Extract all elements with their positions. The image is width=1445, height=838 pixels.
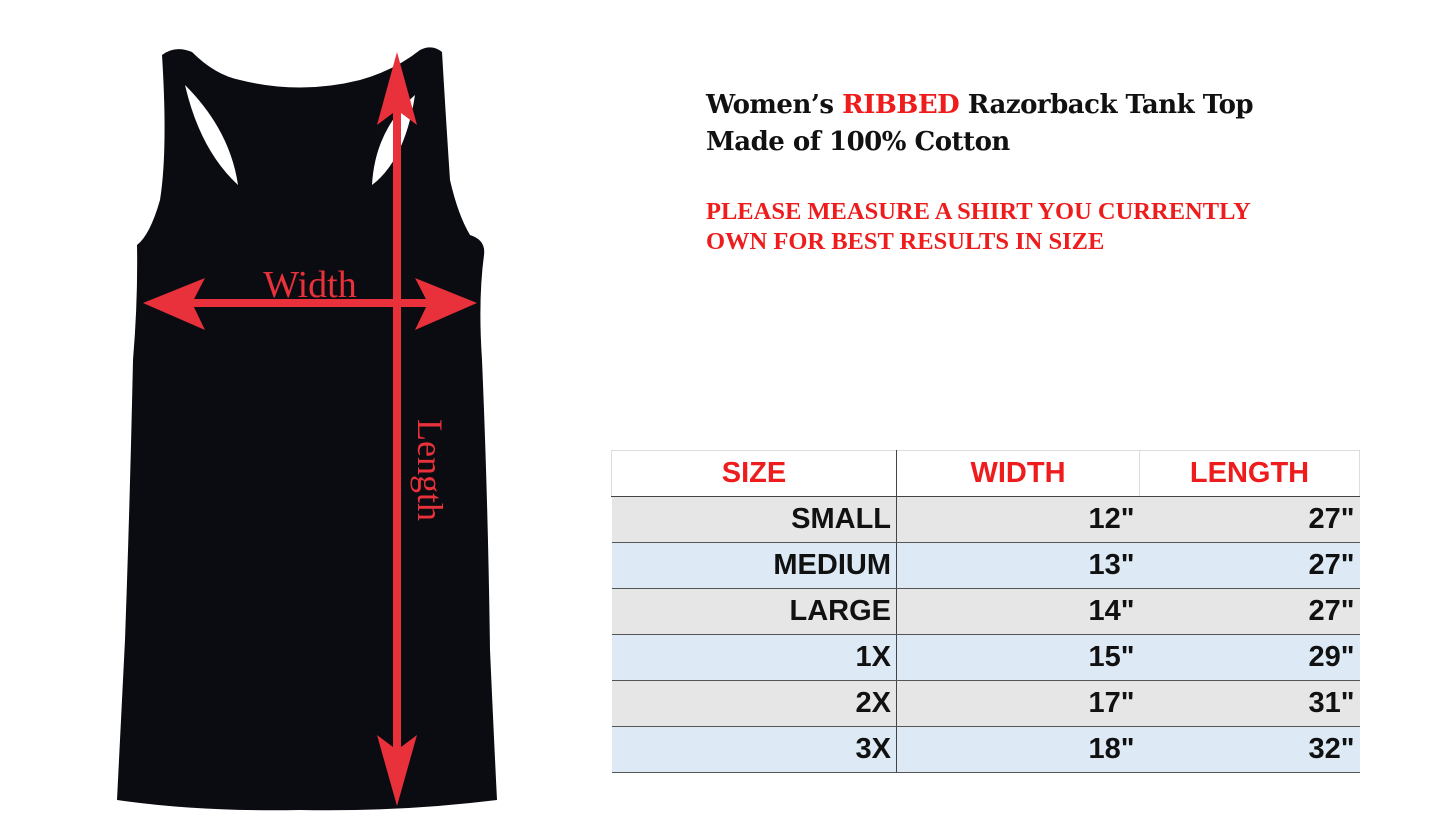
cell-length: 31" (1139, 680, 1360, 727)
cell-width: 12" (896, 496, 1140, 543)
width-label: Width (263, 264, 356, 306)
cell-length: 27" (1139, 588, 1360, 635)
table-row: LARGE 14" 27" (611, 588, 1360, 635)
length-label: Length (410, 419, 450, 521)
cell-size: LARGE (611, 588, 897, 635)
width-arrow (143, 278, 477, 330)
table-row: 1X 15" 29" (611, 634, 1360, 681)
header-size: SIZE (611, 450, 897, 497)
measure-note-line1: PLEASE MEASURE A SHIRT YOU CURRENTLY (706, 198, 1251, 225)
material-text: Made of 100% Cotton (706, 127, 1010, 157)
title-highlight: RIBBED (842, 90, 960, 120)
length-arrow (377, 52, 417, 806)
table-row: 3X 18" 32" (611, 726, 1360, 773)
cell-width: 18" (896, 726, 1140, 773)
cell-size: 2X (611, 680, 897, 727)
cell-width: 15" (896, 634, 1140, 681)
table-row: SMALL 12" 27" (611, 496, 1360, 543)
cell-width: 14" (896, 588, 1140, 635)
tank-top-image (117, 47, 497, 811)
cell-length: 32" (1139, 726, 1360, 773)
size-chart-table: SIZE WIDTH LENGTH SMALL 12" 27" MEDIUM 13" 27… (611, 450, 1360, 773)
cell-length: 27" (1139, 496, 1360, 543)
cell-size: 1X (611, 634, 897, 681)
table-row: 2X 17" 31" (611, 680, 1360, 727)
header-width: WIDTH (896, 450, 1140, 497)
table-header: SIZE WIDTH LENGTH (611, 450, 1360, 497)
cell-width: 13" (896, 542, 1140, 589)
cell-size: MEDIUM (611, 542, 897, 589)
measure-note-line2: OWN FOR BEST RESULTS IN SIZE (706, 228, 1105, 255)
title-text: Women’s (706, 90, 843, 120)
cell-length: 27" (1139, 542, 1360, 589)
cell-length: 29" (1139, 634, 1360, 681)
cell-size: SMALL (611, 496, 897, 543)
cell-size: 3X (611, 726, 897, 773)
armhole-left (186, 88, 236, 182)
table-row: MEDIUM 13" 27" (611, 542, 1360, 589)
product-title: Women’s RIBBED Razorback Tank Top (706, 90, 1254, 120)
header-length: LENGTH (1139, 450, 1360, 497)
cell-width: 17" (896, 680, 1140, 727)
title-text-rest: Razorback Tank Top (959, 90, 1254, 120)
tank-top-diagram: Width Length (117, 47, 497, 811)
